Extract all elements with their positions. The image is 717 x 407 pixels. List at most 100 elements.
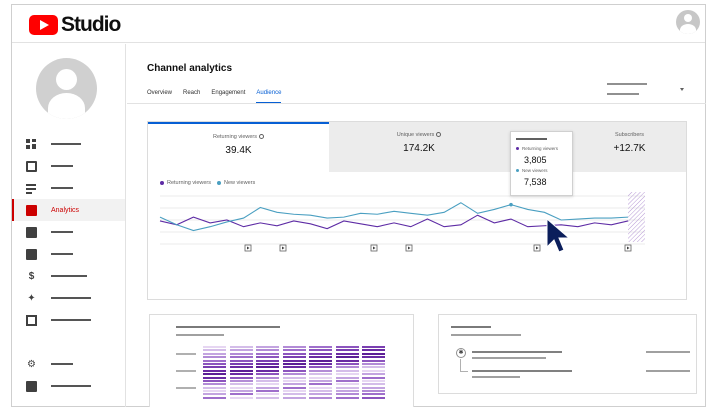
heatmap-cell bbox=[362, 369, 385, 372]
chevron-down-icon[interactable] bbox=[680, 88, 684, 91]
heatmap-column bbox=[335, 346, 359, 400]
sidebar-item-dashboard[interactable] bbox=[12, 133, 125, 155]
audio-library-icon bbox=[26, 314, 37, 326]
heatmap-cell bbox=[282, 362, 306, 365]
date-range-select[interactable] bbox=[607, 83, 647, 85]
sidebar-item-audio-library[interactable] bbox=[12, 309, 125, 331]
heatmap-cell bbox=[256, 349, 279, 352]
incomplete-data-region bbox=[628, 192, 645, 242]
studio-logo[interactable]: Studio bbox=[29, 13, 121, 37]
heatmap-cell bbox=[309, 396, 332, 399]
heatmap-cell bbox=[229, 393, 253, 396]
metric-unique-viewers[interactable]: Unique viewers 174.2K bbox=[329, 122, 509, 172]
detail-line-placeholder bbox=[472, 376, 520, 378]
heatmap-cell bbox=[256, 366, 279, 369]
subtitles-icon bbox=[26, 248, 37, 260]
heatmap-cell bbox=[282, 369, 306, 372]
heatmap-cell bbox=[335, 356, 359, 359]
heatmap-cell bbox=[362, 383, 385, 386]
info-icon[interactable] bbox=[436, 132, 442, 138]
legend-returning-dot bbox=[160, 181, 164, 185]
play-icon bbox=[282, 246, 285, 250]
sidebar-item-label-placeholder bbox=[51, 253, 73, 255]
heatmap-cell bbox=[309, 376, 332, 379]
tooltip-new-dot bbox=[516, 169, 519, 172]
heatmap-cell bbox=[282, 390, 306, 393]
heatmap-cell bbox=[256, 376, 279, 379]
heatmap-cell bbox=[309, 369, 332, 372]
heatmap-cell bbox=[203, 356, 226, 359]
sidebar-item-customization[interactable]: ✦ bbox=[12, 287, 125, 309]
heatmap-cell bbox=[203, 359, 226, 362]
legend-returning-label: Returning viewers bbox=[167, 180, 212, 186]
audience-metrics-card: Returning viewers 39.4K Unique viewers 1… bbox=[147, 121, 687, 300]
sidebar-item-earn[interactable]: $ bbox=[12, 265, 125, 287]
tree-connector bbox=[460, 371, 468, 372]
play-icon bbox=[373, 246, 376, 250]
account-avatar-icon[interactable] bbox=[676, 10, 700, 34]
heatmap-cell bbox=[362, 356, 385, 359]
audience-heatmap-card bbox=[149, 314, 414, 407]
sidebar-item-playlists[interactable] bbox=[12, 177, 125, 199]
detail-line-placeholder bbox=[472, 370, 572, 372]
metric-value: +12.7K bbox=[613, 143, 646, 154]
heatmap-cell bbox=[335, 393, 359, 396]
detail-value-placeholder bbox=[646, 370, 690, 372]
heatmap-cell bbox=[335, 349, 359, 352]
tab-reach[interactable]: Reach bbox=[183, 90, 201, 96]
heatmap-cell bbox=[282, 352, 306, 355]
date-range-select-sub[interactable] bbox=[607, 93, 639, 95]
heatmap-cell bbox=[282, 393, 306, 396]
heatmap-cell bbox=[203, 352, 226, 355]
heatmap-cell bbox=[335, 346, 359, 348]
play-icon bbox=[627, 246, 630, 250]
sidebar-item-comments[interactable] bbox=[12, 221, 125, 243]
heatmap-cell bbox=[282, 366, 306, 369]
audience-line-chart[interactable] bbox=[148, 192, 688, 297]
heatmap-cell bbox=[335, 362, 359, 365]
dashboard-icon bbox=[26, 138, 37, 150]
tooltip-returning-text: Returning viewers bbox=[522, 146, 559, 151]
heatmap-cell bbox=[229, 390, 253, 393]
detail-line-placeholder bbox=[472, 357, 546, 359]
legend-new-label: New viewers bbox=[224, 180, 256, 186]
sidebar-item-content[interactable] bbox=[12, 155, 125, 177]
heatmap-cell bbox=[203, 362, 226, 365]
sidebar-item-feedback[interactable] bbox=[12, 375, 125, 397]
heatmap-cell bbox=[203, 376, 226, 379]
heatmap-cell bbox=[203, 349, 226, 352]
row-label-placeholder bbox=[176, 370, 196, 372]
metric-value: 174.2K bbox=[403, 143, 435, 154]
heatmap-cell bbox=[229, 379, 253, 382]
heatmap-cell bbox=[335, 369, 359, 372]
mouse-cursor-icon bbox=[546, 217, 571, 253]
sidebar-item-subtitles[interactable] bbox=[12, 243, 125, 265]
heatmap-cell bbox=[309, 386, 332, 389]
tooltip-returning-label: Returning viewers bbox=[516, 146, 558, 151]
tab-overview[interactable]: Overview bbox=[147, 90, 173, 96]
heatmap-cell bbox=[362, 376, 385, 379]
sidebar-item-settings[interactable]: ⚙ bbox=[12, 353, 125, 375]
tab-audience[interactable]: Audience bbox=[256, 90, 282, 104]
heatmap-cell bbox=[335, 352, 359, 355]
bug-icon: ✱ bbox=[456, 348, 466, 358]
sidebar-item-analytics[interactable]: Analytics bbox=[12, 199, 125, 221]
info-icon[interactable] bbox=[259, 134, 265, 140]
heatmap-cell bbox=[362, 379, 385, 382]
heatmap-cell bbox=[229, 396, 253, 399]
metric-returning-viewers[interactable]: Returning viewers 39.4K bbox=[148, 122, 329, 172]
heatmap-cell bbox=[362, 366, 385, 369]
tab-engagement[interactable]: Engagement bbox=[211, 90, 246, 96]
heatmap-cell bbox=[203, 396, 226, 399]
heatmap-cell bbox=[362, 346, 385, 348]
heatmap-cell bbox=[335, 376, 359, 379]
heatmap-cell bbox=[362, 373, 385, 376]
play-icon bbox=[536, 246, 539, 250]
heatmap-cell bbox=[256, 356, 279, 359]
channel-avatar[interactable] bbox=[36, 58, 97, 119]
sidebar-item-label-placeholder bbox=[51, 231, 73, 233]
heatmap-cell bbox=[309, 362, 332, 365]
heatmap-cell bbox=[309, 379, 332, 382]
heatmap-cell bbox=[256, 369, 279, 372]
sidebar-item-label-placeholder bbox=[51, 143, 81, 145]
